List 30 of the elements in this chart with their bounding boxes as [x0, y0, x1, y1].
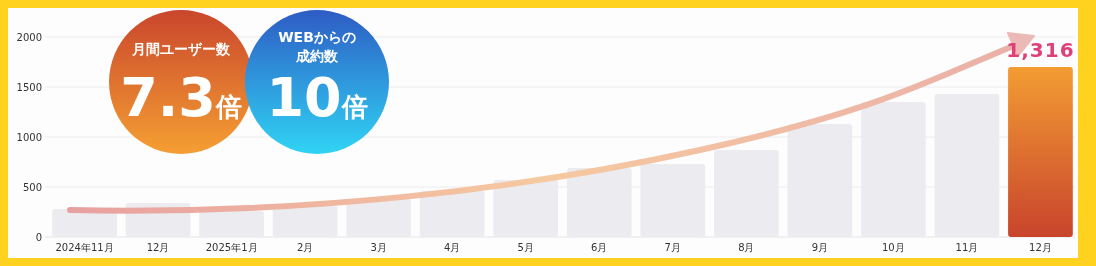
x-tick-label: 11月: [955, 242, 979, 253]
x-tick-label: 2025年1月: [205, 242, 258, 253]
x-tick-label: 6月: [591, 242, 608, 253]
x-tick-label: 5月: [517, 242, 534, 253]
x-tick-label: 12月: [1029, 242, 1052, 253]
annotation: 7.3倍: [120, 66, 242, 129]
y-tick-label: 2000: [16, 31, 42, 43]
y-tick-label: 1000: [16, 131, 42, 143]
x-tick-label: 12月: [146, 242, 170, 253]
y-tick-label: 0: [35, 231, 42, 243]
annotation: 成約数: [295, 48, 339, 64]
x-tick-label: 7月: [664, 242, 681, 253]
x-tick-label: 3月: [370, 242, 387, 253]
x-tick-label: 2024年11月: [55, 242, 114, 253]
bar: [1008, 67, 1073, 237]
bar: [346, 199, 412, 237]
bar: [272, 206, 338, 237]
annotation: 10倍: [266, 66, 368, 129]
annotation: WEBからの: [278, 29, 356, 45]
x-tick-label: 4月: [444, 242, 461, 253]
y-tick-label: 1500: [16, 81, 42, 93]
bar: [419, 191, 485, 237]
annotation: 月間ユーザー数: [131, 41, 231, 57]
x-tick-label: 2月: [296, 242, 314, 253]
annotation: 1,316: [1006, 38, 1075, 62]
x-tick-label: 9月: [811, 242, 829, 253]
y-tick-label: 500: [22, 181, 42, 193]
bar: [199, 211, 264, 237]
x-tick-label: 8月: [738, 242, 755, 253]
x-tick-label: 10月: [882, 242, 905, 253]
